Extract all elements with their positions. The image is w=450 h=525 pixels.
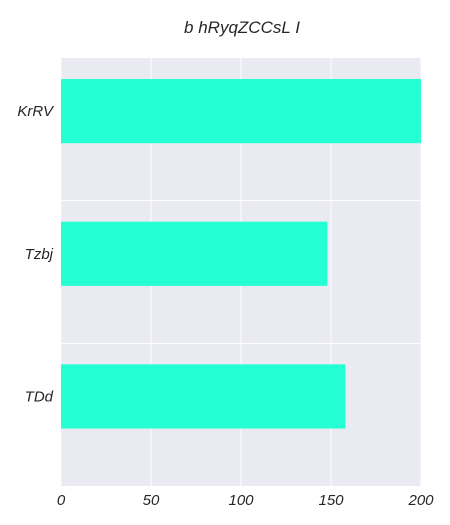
x-tick-label: 200 [407, 492, 434, 509]
y-tick-label: KrRV [17, 103, 55, 120]
y-tick-label: Tzbj [25, 246, 54, 263]
bar-krrv [61, 79, 421, 144]
chart-title: b hRyqZCCsL I [184, 18, 300, 37]
x-tick-label: 150 [318, 492, 344, 509]
x-tick-label: 0 [57, 492, 66, 509]
x-tick-label: 100 [228, 492, 254, 509]
y-tick-label: TDd [25, 388, 54, 405]
y-tick-labels: KrRV Tzbj TDd [17, 103, 55, 405]
x-tick-label: 50 [143, 492, 160, 509]
bar-tdd [61, 364, 346, 429]
bar-tzbj [61, 221, 328, 286]
bars [61, 79, 421, 429]
x-tick-labels: 0 50 100 150 200 [57, 492, 434, 509]
